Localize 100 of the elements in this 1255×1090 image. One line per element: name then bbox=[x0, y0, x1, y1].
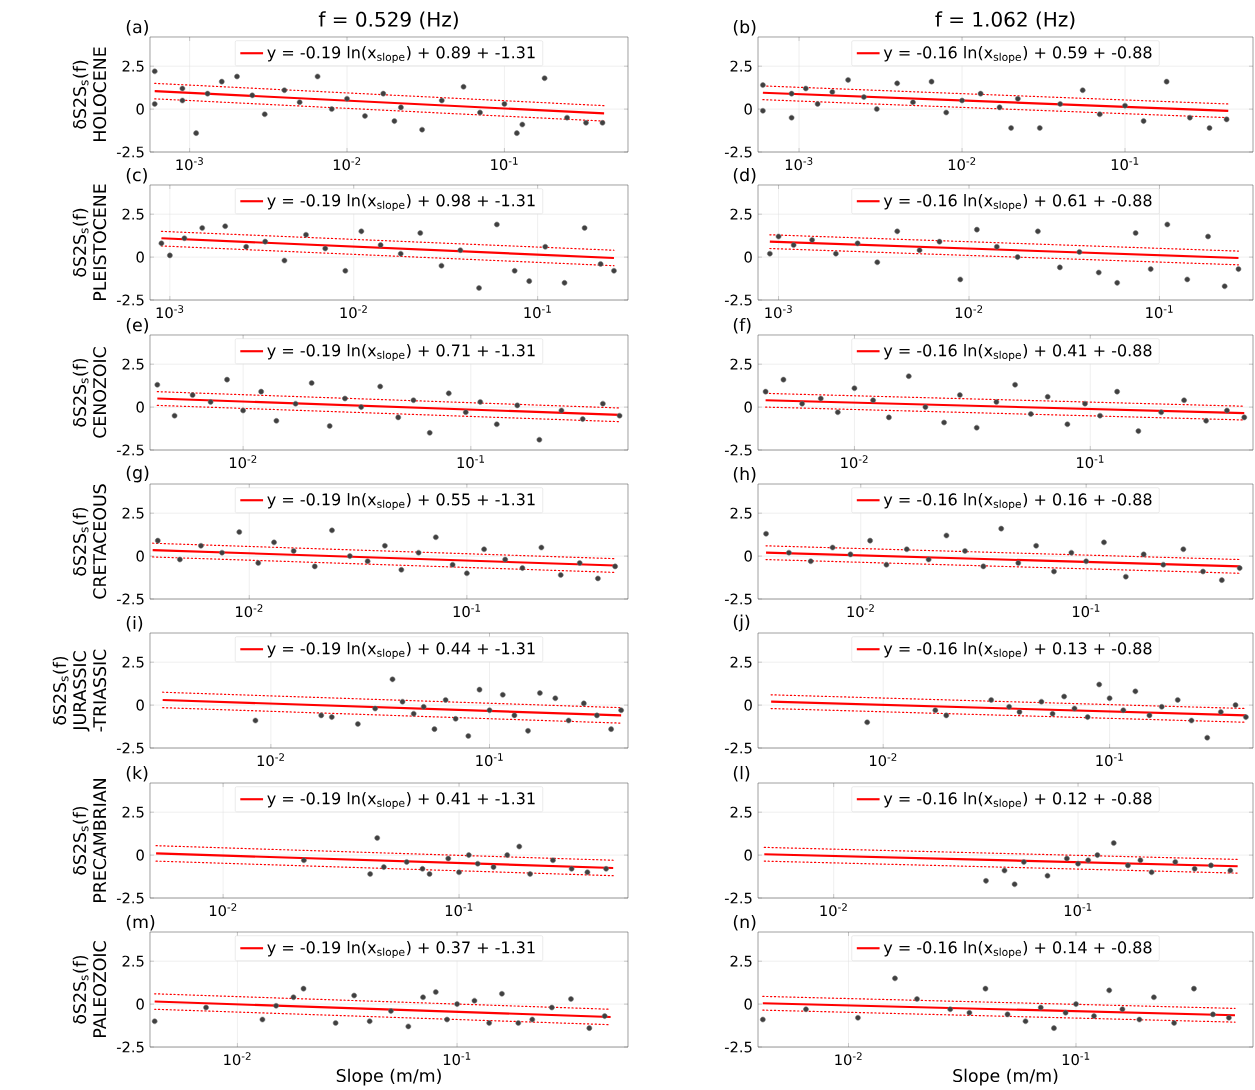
y-tick-label: 0 bbox=[744, 251, 752, 263]
x-tick-label: 10$^{-1}$ bbox=[457, 455, 484, 469]
y-tick-label: -2.5 bbox=[116, 146, 144, 158]
text: (e) bbox=[126, 317, 148, 334]
text: (a) bbox=[126, 19, 148, 36]
point bbox=[342, 395, 348, 402]
point bbox=[395, 414, 402, 421]
x-tick-label: 10$^{-1}$ bbox=[476, 753, 503, 767]
y-tick-label: 0 bbox=[744, 699, 752, 711]
point bbox=[171, 412, 178, 419]
point bbox=[224, 376, 230, 383]
point bbox=[377, 383, 384, 390]
point bbox=[799, 400, 805, 407]
point bbox=[922, 404, 929, 410]
point bbox=[445, 390, 452, 397]
x-tick-label: 10$^{-3}$ bbox=[156, 305, 184, 319]
point bbox=[308, 380, 315, 386]
text: (j) bbox=[733, 614, 750, 632]
point bbox=[1135, 428, 1142, 434]
text: (i) bbox=[126, 615, 143, 632]
x-tick-label: 10$^{-1}$ bbox=[1062, 1052, 1090, 1066]
text: (f) bbox=[733, 317, 751, 334]
point bbox=[292, 400, 299, 407]
y-tick-label: -2.5 bbox=[116, 444, 144, 456]
x-tick-label: 10$^{-2}$ bbox=[224, 1052, 251, 1066]
legend-label: y = -0.16 ln(x$_{slope}$) + 0.61 + -0.88 bbox=[883, 194, 1152, 212]
y-tick-label: -2.5 bbox=[116, 1041, 144, 1053]
y-tick-label: -2.5 bbox=[724, 146, 752, 158]
x-tick-label: 10$^{-1}$ bbox=[491, 157, 518, 171]
y-tick-label: -2.5 bbox=[724, 892, 752, 904]
x-tick-label: 10$^{-2}$ bbox=[236, 604, 263, 618]
x-axis-title: Slope (m/m) bbox=[336, 1068, 441, 1086]
y-tick-label: -2.5 bbox=[116, 892, 144, 904]
x-tick-label: 10$^{-2}$ bbox=[835, 1052, 862, 1066]
x-tick-label: 10$^{-1}$ bbox=[443, 1052, 471, 1066]
y-tick-label: -2.5 bbox=[116, 593, 144, 605]
y-tick-label: -2.5 bbox=[724, 444, 752, 456]
legend-label: y = -0.19 ln(x$_{slope}$) + 0.37 + -1.31 bbox=[267, 941, 535, 959]
x-tick-label: 10$^{-1}$ bbox=[1096, 753, 1123, 767]
x-tick-label: 10$^{-1}$ bbox=[453, 604, 481, 618]
y-tick-label: 0 bbox=[744, 401, 752, 413]
x-tick-label: 10$^{-2}$ bbox=[870, 753, 897, 767]
legend-label: y = -0.16 ln(x$_{slope}$) + 0.59 + -0.88 bbox=[883, 46, 1152, 64]
legend-label: y = -0.19 ln(x$_{slope}$) + 0.98 + -1.31 bbox=[267, 194, 535, 212]
legend-label: y = -0.16 ln(x$_{slope}$) + 0.41 + -0.88 bbox=[883, 344, 1152, 362]
y-tick-label: 2.5 bbox=[730, 60, 752, 72]
x-tick-label: 10$^{-2}$ bbox=[847, 604, 874, 618]
point bbox=[957, 392, 963, 398]
point bbox=[851, 385, 858, 392]
y-tick-label: 0 bbox=[136, 849, 144, 861]
chart-title: f = 1.062 (Hz) bbox=[935, 11, 1075, 30]
y-tick-label: 2.5 bbox=[730, 208, 752, 220]
x-tick-label: 10$^{-2}$ bbox=[841, 455, 868, 469]
y-tick-label: 0 bbox=[744, 103, 752, 115]
x-tick-label: 10$^{-2}$ bbox=[948, 157, 976, 171]
text: (c) bbox=[126, 167, 147, 184]
legend-label: y = -0.19 ln(x$_{slope}$) + 0.55 + -1.31 bbox=[267, 493, 535, 511]
point bbox=[762, 388, 769, 395]
point bbox=[410, 397, 417, 404]
text: (k) bbox=[126, 765, 148, 782]
y-tick-label: 2.5 bbox=[122, 656, 144, 668]
point bbox=[834, 409, 841, 416]
text: (d) bbox=[733, 167, 756, 184]
x-tick-label: 10$^{-3}$ bbox=[176, 157, 203, 171]
y-tick-label: 2.5 bbox=[730, 955, 752, 967]
point bbox=[941, 419, 947, 426]
text: (h) bbox=[733, 466, 756, 483]
text: (g) bbox=[126, 465, 149, 483]
y-tick-label: 2.5 bbox=[730, 656, 752, 668]
point bbox=[1012, 381, 1018, 388]
y-tick-label: 2.5 bbox=[122, 208, 144, 220]
x-tick-label: 10$^{-1}$ bbox=[445, 903, 473, 917]
point bbox=[326, 423, 333, 429]
legend-label: y = -0.19 ln(x$_{slope}$) + 0.89 + -1.31 bbox=[267, 46, 535, 64]
x-tick-label: 10$^{-2}$ bbox=[333, 157, 361, 171]
point bbox=[189, 392, 196, 398]
text: (m) bbox=[126, 914, 155, 931]
x-axis-title: Slope (m/m) bbox=[953, 1068, 1058, 1086]
y-tick-label: 0 bbox=[136, 103, 144, 115]
x-tick-label: 10$^{-1}$ bbox=[1111, 157, 1139, 171]
point bbox=[780, 376, 787, 383]
point bbox=[886, 414, 892, 421]
legend-label: y = -0.16 ln(x$_{slope}$) + 0.16 + -0.88 bbox=[883, 493, 1152, 511]
y-tick-label: 2.5 bbox=[122, 358, 144, 370]
legend-label: y = -0.19 ln(x$_{slope}$) + 0.44 + -1.31 bbox=[267, 642, 535, 660]
chart-title: f = 0.529 (Hz) bbox=[318, 11, 458, 30]
x-tick-label: 10$^{-1}$ bbox=[524, 305, 551, 319]
x-tick-label: 10$^{-2}$ bbox=[209, 903, 237, 917]
legend-label: y = -0.16 ln(x$_{slope}$) + 0.14 + -0.88 bbox=[883, 941, 1152, 959]
y-tick-label: 2.5 bbox=[122, 507, 144, 519]
legend-label: y = -0.16 ln(x$_{slope}$) + 0.13 + -0.88 bbox=[883, 642, 1152, 660]
x-tick-label: 10$^{-2}$ bbox=[229, 455, 257, 469]
y-tick-label: 2.5 bbox=[122, 60, 144, 72]
point bbox=[905, 373, 912, 379]
y-tick-label: 2.5 bbox=[730, 358, 752, 370]
x-tick-label: 10$^{-1}$ bbox=[1064, 903, 1092, 917]
point bbox=[1082, 400, 1088, 407]
y-tick-label: 0 bbox=[744, 849, 752, 861]
x-tick-label: 10$^{-1}$ bbox=[1077, 455, 1104, 469]
legend-label: y = -0.19 ln(x$_{slope}$) + 0.71 + -1.31 bbox=[267, 344, 535, 362]
